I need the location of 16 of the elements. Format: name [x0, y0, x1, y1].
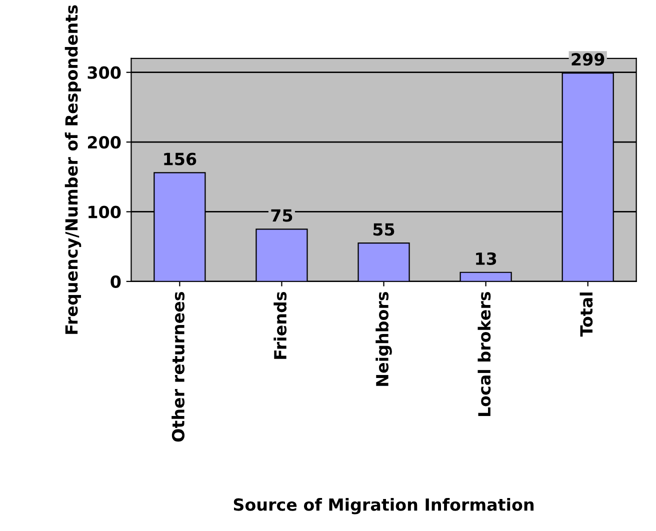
- y-tick-label: 0: [110, 275, 121, 288]
- x-tick-label: Local brokers: [478, 292, 491, 416]
- y-tick-label: 300: [88, 66, 121, 79]
- x-tick-label: Neighbors: [376, 292, 392, 386]
- x-axis-title: Source of Migration Information: [234, 498, 534, 514]
- data-label: 13: [476, 252, 496, 265]
- y-tick-label: 100: [88, 206, 121, 218]
- data-label: 55: [373, 223, 394, 236]
- x-tick-label: Total: [580, 292, 593, 337]
- y-tick-label: 200: [88, 136, 121, 149]
- data-label: 75: [271, 209, 292, 222]
- data-label: 156: [164, 152, 196, 166]
- y-axis-title: Frequency/Number of Respondents: [64, 5, 82, 334]
- data-label: 299: [572, 53, 604, 66]
- x-tick-label: Other returnees: [172, 292, 185, 442]
- x-tick-label: Friends: [274, 292, 287, 359]
